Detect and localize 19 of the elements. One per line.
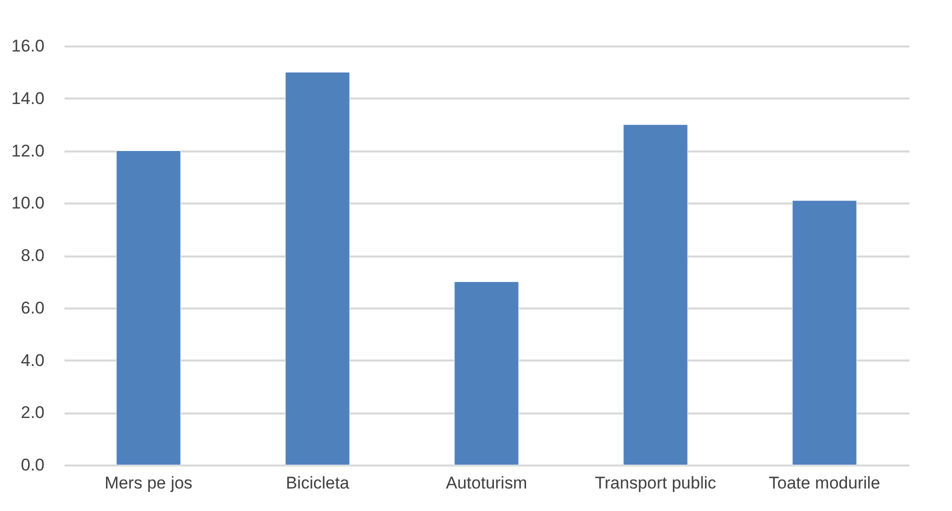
x-tick-label: Bicicleta [286,474,350,492]
x-tick-label: Autoturism [446,474,528,492]
y-tick-label: 8.0 [20,246,44,265]
bar [623,124,688,466]
x-tick-label: Toate modurile [768,474,880,492]
y-tick-label: 16.0 [11,36,44,56]
y-tick-label: 6.0 [20,298,44,318]
y-tick-label: 0.0 [20,456,44,474]
y-tick-label: 2.0 [20,403,44,422]
y-tick-label: 4.0 [20,350,44,370]
bar [116,150,181,466]
y-tick-label: 14.0 [11,88,44,108]
x-tick-label: Mers pe jos [104,474,192,492]
bar [285,72,350,466]
bar [792,200,857,466]
x-tick-label: Transport public [594,474,717,492]
y-tick-label: 10.0 [11,194,44,213]
bar [454,281,519,466]
y-tick-label: 12.0 [11,141,44,160]
